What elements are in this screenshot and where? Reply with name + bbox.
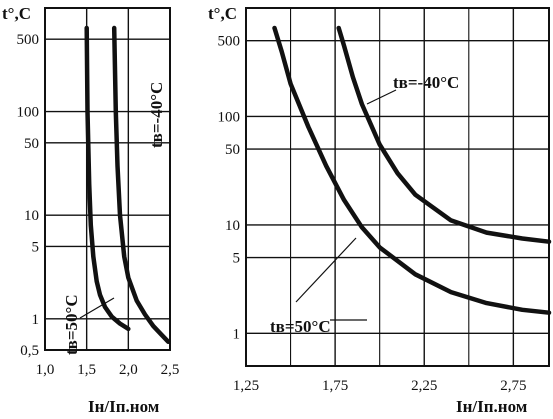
left-series-line-hot <box>84 25 131 332</box>
left-y-tick-label: 5 <box>32 239 40 255</box>
left-y-tick-label: 0,5 <box>20 343 39 359</box>
right-annotation-cold-leader <box>366 89 397 105</box>
right-y-axis-title: t°,С <box>208 4 237 23</box>
left-y-axis-title: t°,С <box>2 4 31 23</box>
right-chart-panel: 1,25 1,75 2,25 2,75 1 5 10 50 100 500 t°,С Iн/Iп.… <box>208 4 552 416</box>
left-x-tick-label: 2,0 <box>119 362 138 378</box>
right-x-axis-title: Iн/Iп.ном <box>456 397 528 416</box>
left-plot-frame <box>44 7 171 351</box>
left-y-tick-label: 500 <box>17 32 40 48</box>
right-y-tick-label: 100 <box>218 109 241 125</box>
right-grid <box>246 8 549 366</box>
right-y-tick-label: 50 <box>225 142 240 158</box>
right-y-tick-label: 1 <box>233 326 241 342</box>
right-y-tick-label: 5 <box>233 251 241 267</box>
left-x-tick-label: 2,5 <box>161 362 180 378</box>
right-series <box>272 25 552 315</box>
left-annotation-cold: tв=-40°С <box>147 82 166 148</box>
left-x-tick-label: 1,0 <box>36 362 55 378</box>
left-y-tick-label: 1 <box>32 312 40 328</box>
right-annotation-hot: tв=50°С <box>270 317 331 336</box>
right-series-line-hot <box>272 25 552 315</box>
right-series-line-cold <box>336 25 552 244</box>
right-plot-frame <box>245 7 550 367</box>
left-x-tick-label: 1,5 <box>77 362 96 378</box>
left-y-tick-label: 100 <box>17 105 40 121</box>
left-tick-labels: 1,0 1,5 2,0 2,5 0,5 1 5 10 50 100 500 <box>17 32 180 378</box>
right-x-tick-label: 2,75 <box>500 378 526 394</box>
right-y-tick-label: 10 <box>225 218 240 234</box>
left-series <box>84 25 171 345</box>
right-x-tick-label: 2,25 <box>411 378 437 394</box>
right-x-tick-label: 1,25 <box>233 378 259 394</box>
left-y-tick-label: 10 <box>24 208 39 224</box>
left-x-axis-title: Iн/Iп.ном <box>88 397 160 416</box>
left-series-line-cold <box>111 25 171 345</box>
left-annotation-leader <box>79 297 115 319</box>
right-y-tick-label: 500 <box>218 34 241 50</box>
left-annotation-hot: tв=50°С <box>62 294 81 355</box>
right-annotation-hot-leader-1 <box>295 237 357 303</box>
left-chart-panel: 1,0 1,5 2,0 2,5 0,5 1 5 10 50 100 500 t°,С Iн/Iп.н… <box>2 4 179 416</box>
left-grid <box>45 8 170 350</box>
left-y-tick-label: 50 <box>24 136 39 152</box>
right-tick-labels: 1,25 1,75 2,25 2,75 1 5 10 50 100 500 <box>218 34 527 394</box>
right-x-tick-label: 1,75 <box>322 378 348 394</box>
right-annotation-cold: tв=-40°С <box>393 73 459 92</box>
